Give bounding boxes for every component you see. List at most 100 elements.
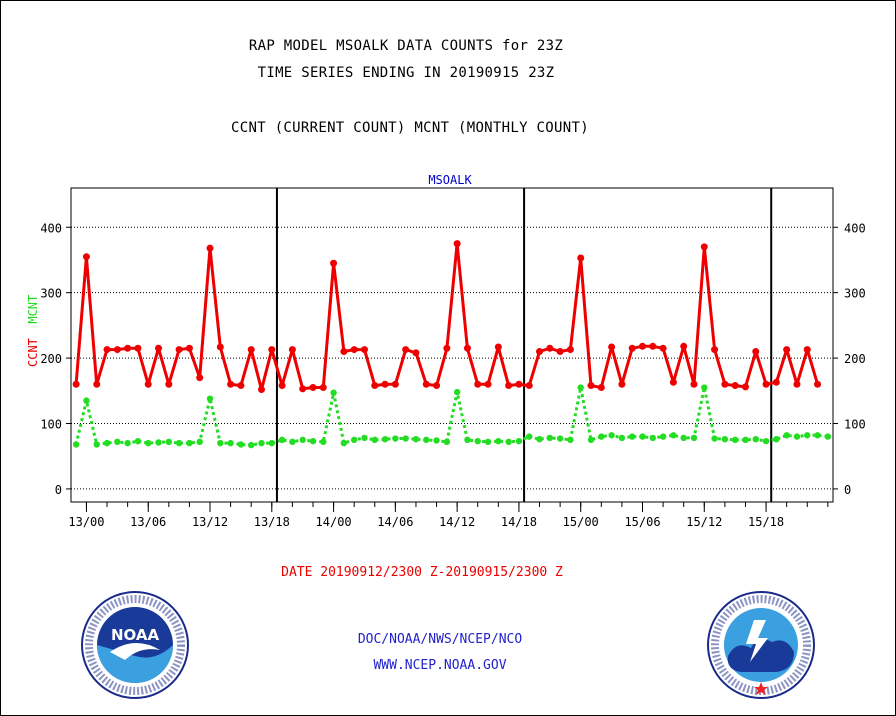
data-point-mcnt (515, 437, 523, 445)
data-point-ccnt (556, 348, 564, 356)
data-point-mcnt (536, 436, 543, 443)
data-point-mcnt (196, 438, 203, 446)
data-point-ccnt (340, 348, 348, 356)
data-point-ccnt (124, 344, 132, 352)
data-point-mcnt (495, 437, 502, 445)
data-point-mcnt (711, 435, 718, 442)
data-point-ccnt (319, 384, 327, 392)
footer-org: DOC/NOAA/NWS/NCEP/NCO (357, 632, 523, 647)
station-label: MSOALK (428, 173, 472, 187)
data-point-ccnt (144, 380, 152, 388)
data-point-ccnt (371, 382, 379, 390)
data-point-ccnt (783, 346, 791, 354)
x-tick-label: 14/12 (439, 515, 475, 529)
data-point-ccnt (690, 380, 698, 388)
data-point-mcnt (629, 433, 636, 440)
data-point-ccnt (741, 383, 749, 391)
data-point-mcnt (484, 438, 492, 446)
data-point-mcnt (392, 435, 399, 442)
data-point-mcnt (278, 436, 286, 444)
data-point-mcnt (464, 436, 471, 444)
x-tick-label: 14/00 (316, 515, 352, 529)
data-point-mcnt (783, 432, 790, 439)
data-point-ccnt (299, 385, 307, 393)
data-point-ccnt (165, 380, 173, 388)
data-point-ccnt (196, 374, 204, 382)
data-point-ccnt (350, 346, 358, 354)
data-point-ccnt (762, 380, 770, 388)
data-point-ccnt (155, 344, 163, 352)
data-point-ccnt (216, 343, 224, 351)
data-point-ccnt (433, 382, 441, 390)
data-point-ccnt (772, 378, 780, 386)
data-point-mcnt (258, 439, 265, 447)
plot-frame (70, 187, 834, 503)
x-tick-label: 15/00 (563, 515, 599, 529)
data-point-mcnt (824, 433, 832, 440)
data-point-ccnt (597, 384, 605, 392)
data-point-ccnt (278, 382, 286, 390)
data-point-mcnt (474, 437, 481, 445)
data-point-mcnt (371, 436, 378, 444)
data-point-ccnt (649, 342, 657, 350)
data-point-mcnt (217, 439, 224, 447)
data-point-ccnt (628, 344, 636, 352)
x-tick-label: 14/18 (501, 515, 537, 529)
data-point-ccnt (577, 254, 585, 262)
data-point-ccnt (134, 344, 142, 352)
data-point-ccnt (82, 253, 90, 261)
data-point-mcnt (124, 439, 131, 447)
data-point-ccnt (721, 380, 729, 388)
data-point-mcnt (443, 438, 451, 446)
data-point-mcnt (690, 434, 698, 442)
data-point-mcnt (670, 432, 677, 439)
data-point-ccnt (453, 240, 461, 248)
nws-logo (707, 591, 815, 699)
data-point-ccnt (484, 380, 492, 388)
data-point-ccnt (494, 343, 502, 351)
data-point-ccnt (505, 382, 513, 390)
data-point-ccnt (258, 385, 265, 393)
data-point-mcnt (804, 432, 811, 439)
data-point-mcnt (598, 433, 605, 440)
data-point-mcnt (175, 439, 183, 447)
data-point-ccnt (422, 380, 430, 388)
data-point-mcnt (206, 395, 214, 402)
data-point-ccnt (587, 382, 595, 390)
data-point-mcnt (186, 439, 193, 447)
data-point-mcnt (773, 436, 780, 443)
data-point-mcnt (762, 437, 770, 445)
chart-title-line1: RAP MODEL MSOALK DATA COUNTS for 23Z (248, 38, 564, 54)
data-point-mcnt (567, 436, 574, 444)
y-tick-label-right: 200 (844, 352, 866, 366)
data-point-ccnt (330, 259, 338, 267)
data-point-mcnt (248, 441, 255, 449)
data-point-mcnt (433, 437, 440, 444)
data-point-ccnt (412, 349, 420, 357)
data-point-ccnt (546, 344, 554, 352)
x-tick-label: 13/06 (130, 515, 166, 529)
y-tick-label-left: 100 (40, 418, 62, 432)
data-point-ccnt (309, 384, 317, 392)
data-point-mcnt (546, 434, 554, 442)
data-point-mcnt (381, 436, 389, 443)
data-point-ccnt (185, 344, 193, 352)
data-point-mcnt (721, 436, 729, 443)
data-point-mcnt (752, 436, 759, 443)
x-tick-label: 13/00 (68, 515, 104, 529)
data-point-ccnt (639, 342, 646, 350)
data-point-ccnt (463, 344, 471, 352)
data-point-ccnt (268, 346, 276, 354)
data-point-mcnt (72, 441, 80, 448)
data-point-mcnt (93, 441, 100, 448)
data-point-mcnt (350, 436, 358, 444)
data-point-mcnt (268, 439, 275, 447)
data-point-ccnt (391, 380, 399, 388)
data-point-mcnt (649, 434, 656, 442)
footer-url: WWW.NCEP.NOAA.GOV (373, 658, 507, 673)
data-point-ccnt (566, 346, 574, 354)
data-point-ccnt (700, 243, 708, 251)
data-point-mcnt (793, 433, 801, 440)
data-point-ccnt (237, 382, 245, 390)
data-point-ccnt (360, 346, 368, 354)
